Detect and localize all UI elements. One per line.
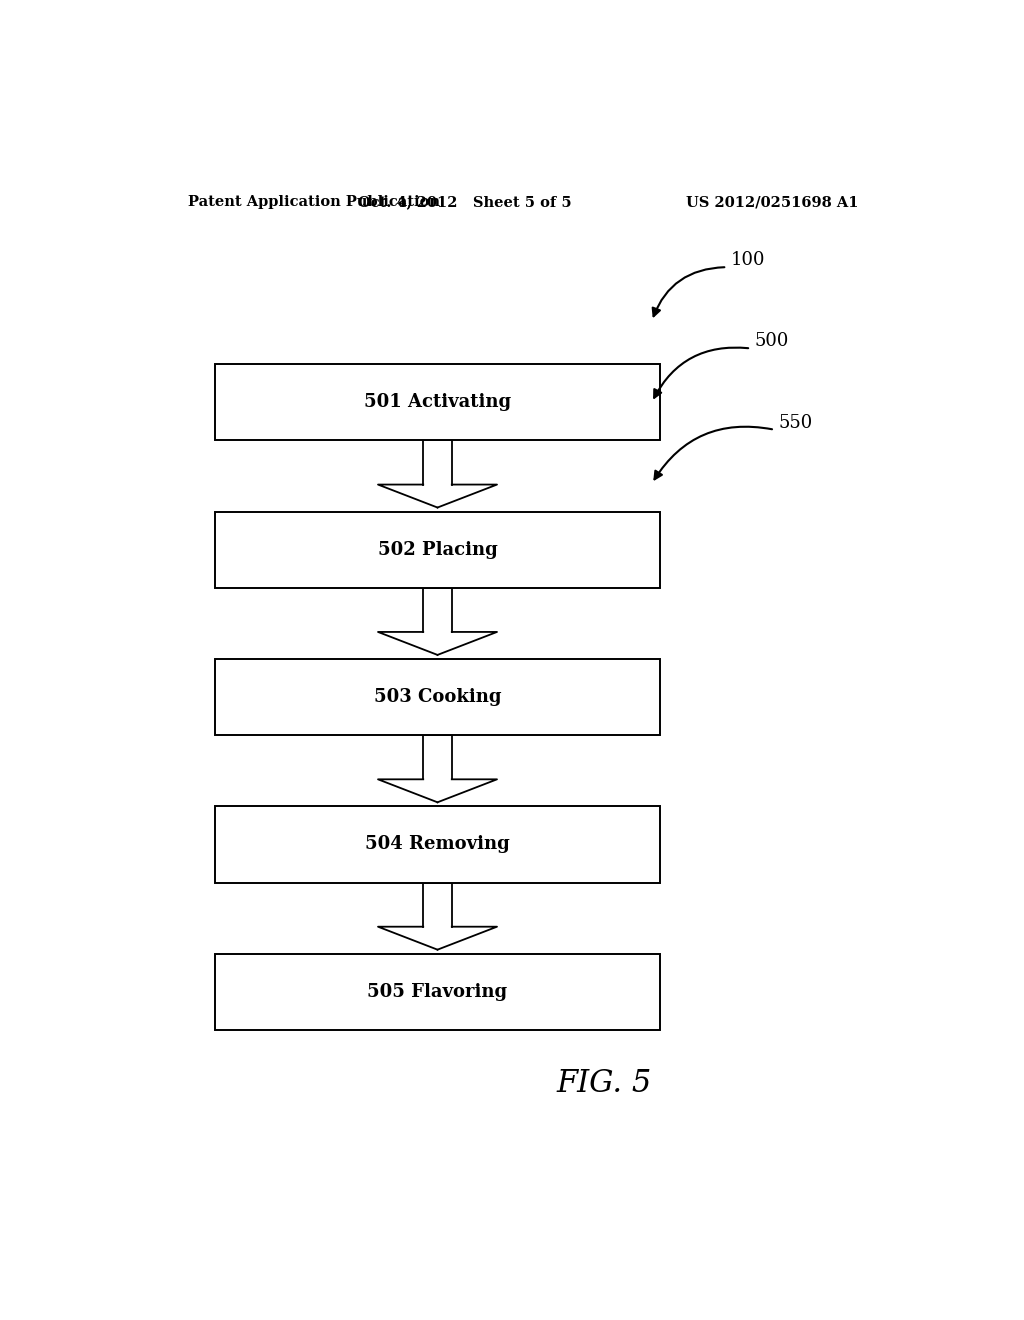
Text: 550: 550 <box>778 413 813 432</box>
Text: 500: 500 <box>755 333 790 350</box>
Text: 504 Removing: 504 Removing <box>366 836 510 854</box>
Text: 501 Activating: 501 Activating <box>364 393 511 412</box>
Text: 505 Flavoring: 505 Flavoring <box>368 983 508 1001</box>
FancyArrowPatch shape <box>654 347 749 397</box>
Text: FIG. 5: FIG. 5 <box>556 1068 652 1098</box>
Text: US 2012/0251698 A1: US 2012/0251698 A1 <box>686 195 858 209</box>
Text: Patent Application Publication: Patent Application Publication <box>187 195 439 209</box>
Bar <box>215 659 659 735</box>
Bar <box>215 807 659 883</box>
Bar <box>215 954 659 1030</box>
FancyArrowPatch shape <box>652 267 724 317</box>
Bar <box>215 512 659 587</box>
Text: 502 Placing: 502 Placing <box>378 541 498 558</box>
Text: 503 Cooking: 503 Cooking <box>374 688 502 706</box>
Text: 100: 100 <box>731 251 766 269</box>
FancyArrowPatch shape <box>654 426 772 479</box>
Bar <box>215 364 659 441</box>
Text: Oct. 4, 2012   Sheet 5 of 5: Oct. 4, 2012 Sheet 5 of 5 <box>358 195 572 209</box>
